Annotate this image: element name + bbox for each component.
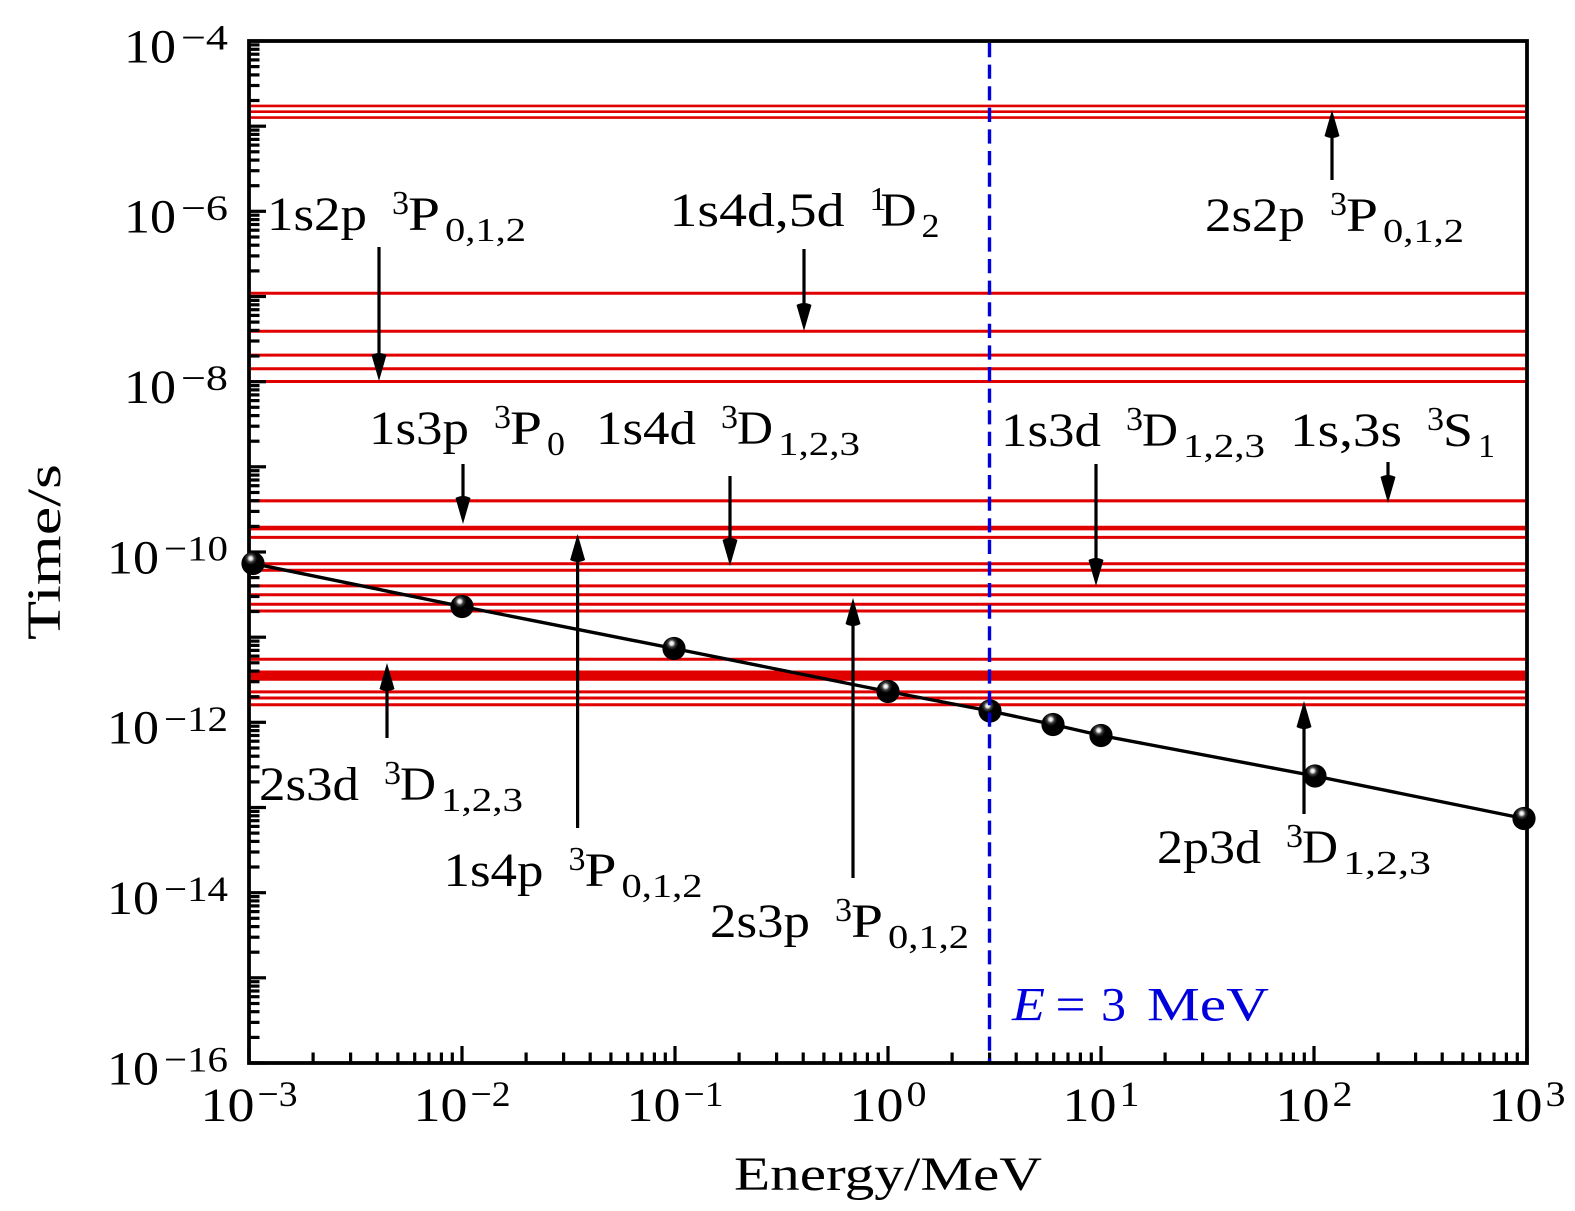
svg-text:1s4d,5d: 1s4d,5d bbox=[670, 184, 845, 237]
svg-text:P: P bbox=[1346, 189, 1378, 242]
svg-text:10: 10 bbox=[627, 1079, 681, 1132]
svg-text:10: 10 bbox=[107, 531, 159, 584]
svg-text:3: 3 bbox=[494, 399, 511, 436]
svg-text:D: D bbox=[737, 402, 773, 455]
svg-text:1s3p: 1s3p bbox=[369, 402, 469, 455]
svg-text:10: 10 bbox=[201, 1079, 255, 1132]
svg-text:−8: −8 bbox=[181, 358, 228, 398]
svg-text:0,1,2: 0,1,2 bbox=[445, 212, 526, 249]
svg-text:10: 10 bbox=[124, 20, 176, 73]
svg-text:3: 3 bbox=[1330, 186, 1347, 223]
svg-text:−10: −10 bbox=[164, 529, 228, 569]
svg-text:1: 1 bbox=[1478, 428, 1495, 465]
svg-text:2s3p: 2s3p bbox=[710, 895, 810, 948]
svg-text:1: 1 bbox=[870, 181, 887, 218]
svg-text:10: 10 bbox=[1276, 1079, 1330, 1132]
svg-text:3: 3 bbox=[1126, 401, 1143, 438]
svg-text:3: 3 bbox=[384, 755, 401, 792]
svg-text:1,2,3: 1,2,3 bbox=[778, 426, 860, 463]
svg-text:E: E bbox=[1011, 979, 1045, 1032]
svg-text:1s2p: 1s2p bbox=[267, 188, 367, 241]
svg-text:0: 0 bbox=[547, 426, 565, 463]
svg-text:2p3d: 2p3d bbox=[1157, 821, 1261, 874]
svg-text:=: = bbox=[1056, 979, 1086, 1032]
svg-text:3: 3 bbox=[1546, 1074, 1566, 1114]
svg-text:2s3d: 2s3d bbox=[259, 758, 359, 811]
svg-text:−6: −6 bbox=[181, 188, 228, 228]
svg-text:10: 10 bbox=[850, 1079, 904, 1132]
svg-text:P: P bbox=[585, 844, 617, 897]
svg-text:10: 10 bbox=[107, 702, 159, 755]
svg-text:1s,3s: 1s,3s bbox=[1290, 404, 1402, 457]
svg-text:D: D bbox=[400, 758, 436, 811]
svg-text:−2: −2 bbox=[471, 1074, 511, 1114]
svg-text:S: S bbox=[1443, 404, 1473, 457]
svg-text:−16: −16 bbox=[164, 1040, 228, 1080]
svg-text:2: 2 bbox=[922, 208, 940, 245]
svg-text:D: D bbox=[1302, 821, 1338, 874]
svg-text:2s2p: 2s2p bbox=[1205, 189, 1305, 242]
svg-text:3: 3 bbox=[1427, 401, 1444, 438]
svg-text:1s4p: 1s4p bbox=[444, 844, 544, 897]
svg-text:3: 3 bbox=[1101, 979, 1126, 1032]
svg-text:3: 3 bbox=[569, 841, 586, 878]
svg-text:10: 10 bbox=[107, 872, 159, 925]
svg-text:1s4d: 1s4d bbox=[596, 402, 696, 455]
svg-text:3: 3 bbox=[721, 399, 738, 436]
svg-text:1,2,3: 1,2,3 bbox=[441, 782, 523, 819]
svg-text:10: 10 bbox=[1063, 1079, 1117, 1132]
svg-text:MeV: MeV bbox=[1147, 979, 1269, 1032]
svg-text:10: 10 bbox=[414, 1079, 468, 1132]
svg-text:1,2,3: 1,2,3 bbox=[1343, 845, 1431, 882]
svg-text:10: 10 bbox=[1489, 1079, 1543, 1132]
svg-text:−12: −12 bbox=[164, 699, 228, 739]
svg-text:P: P bbox=[851, 895, 883, 948]
svg-text:3: 3 bbox=[835, 892, 852, 929]
svg-text:D: D bbox=[1142, 404, 1178, 457]
svg-text:0,1,2: 0,1,2 bbox=[1383, 213, 1464, 250]
svg-text:10: 10 bbox=[124, 191, 176, 244]
svg-text:D: D bbox=[881, 184, 917, 237]
svg-text:1: 1 bbox=[1120, 1074, 1140, 1114]
svg-text:1,2,3: 1,2,3 bbox=[1183, 428, 1265, 465]
svg-text:0,1,2: 0,1,2 bbox=[622, 868, 703, 905]
svg-text:Time/s: Time/s bbox=[18, 464, 71, 640]
svg-text:10: 10 bbox=[124, 361, 176, 414]
svg-text:2: 2 bbox=[1333, 1074, 1353, 1114]
svg-text:P: P bbox=[510, 402, 542, 455]
svg-text:−1: −1 bbox=[684, 1074, 724, 1114]
svg-text:Energy/MeV: Energy/MeV bbox=[734, 1148, 1042, 1201]
svg-text:3: 3 bbox=[1286, 818, 1303, 855]
svg-text:P: P bbox=[408, 188, 440, 241]
svg-text:10: 10 bbox=[107, 1042, 159, 1095]
svg-text:−3: −3 bbox=[258, 1074, 298, 1114]
svg-text:0: 0 bbox=[907, 1074, 927, 1114]
svg-text:1s3d: 1s3d bbox=[1001, 404, 1101, 457]
svg-text:0,1,2: 0,1,2 bbox=[888, 919, 969, 956]
svg-text:−4: −4 bbox=[181, 18, 228, 58]
svg-text:3: 3 bbox=[392, 185, 409, 222]
svg-text:−14: −14 bbox=[164, 869, 228, 909]
